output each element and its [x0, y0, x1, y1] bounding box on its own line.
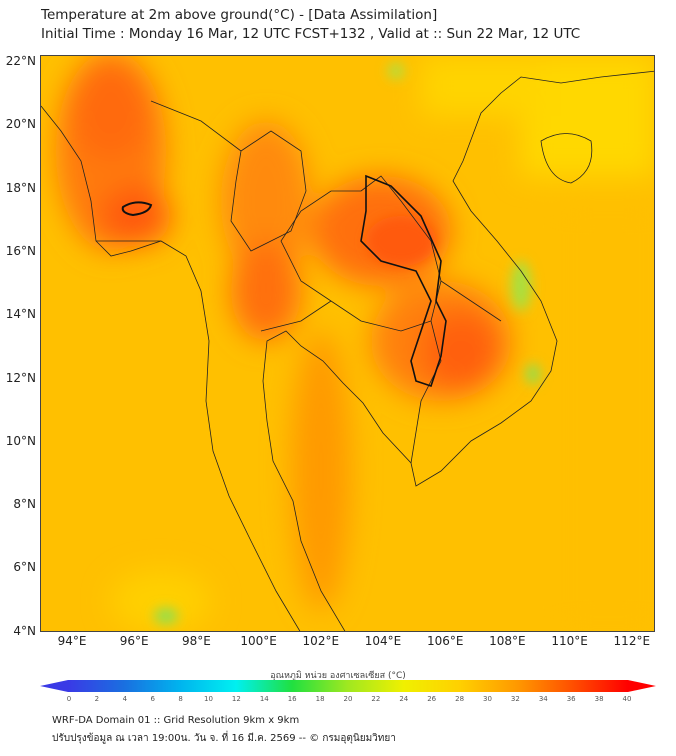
lat-tick-label: 16°N	[5, 243, 36, 258]
footer-update-info: ปรับปรุงข้อมูล ณ เวลา 19:00น. วัน จ. ที่…	[52, 733, 396, 744]
lat-tick-label: 20°N	[5, 117, 36, 132]
footer-model-info: WRF-DA Domain 01 :: Grid Resolution 9km …	[52, 715, 300, 726]
colorbar-tick-label: 16	[287, 695, 297, 703]
lon-tick-label: 110°E	[551, 634, 588, 648]
map-subtitle: Initial Time : Monday 16 Mar, 12 UTC FCS…	[41, 26, 581, 42]
colorbar-tick-label: 30	[483, 695, 492, 703]
colorbar-tick-label: 38	[594, 695, 604, 703]
colorbar-tick-label: 40	[622, 695, 632, 703]
colorbar-tick-label: 28	[455, 695, 465, 703]
colorbar-tick-label: 12	[231, 695, 241, 703]
colorbar-tick-label: 32	[510, 695, 520, 703]
lat-tick-label: 6°N	[13, 560, 36, 575]
colorbar-tick-label: 6	[150, 695, 155, 703]
lon-tick-label: 112°E	[613, 634, 651, 648]
temperature-field	[41, 56, 654, 631]
colorbar-tick-label: 22	[371, 695, 381, 703]
lon-tick-label: 102°E	[302, 634, 340, 648]
colorbar-tick-label: 0	[66, 695, 72, 703]
lat-tick-label: 18°N	[5, 180, 36, 195]
colorbar-tick-label: 36	[566, 695, 576, 703]
lon-tick-label: 104°E	[364, 634, 402, 648]
colorbar-tick-label: 34	[538, 695, 548, 703]
colorbar-tick-label: 24	[399, 695, 409, 703]
colorbar-tick-label: 2	[94, 695, 100, 703]
colorbar-tick-label: 10	[204, 695, 213, 703]
lon-tick-label: 94°E	[57, 634, 87, 648]
colorbar-tick-label: 26	[427, 695, 437, 703]
colorbar-tick-label: 20	[343, 695, 353, 703]
lon-tick-label: 108°E	[489, 634, 526, 648]
colorbar-tick-label: 18	[315, 695, 325, 703]
lat-tick-label: 22°N	[5, 54, 36, 68]
colorbar-tick-label: 14	[259, 695, 269, 703]
lon-tick-label: 100°E	[240, 634, 277, 648]
lon-tick-label: 98°E	[181, 634, 211, 648]
lat-tick-label: 12°N	[5, 370, 36, 385]
colorbar-tick-label: 4	[122, 695, 128, 703]
colorbar-label: อุณหภูมิ หน่วย องศาเซลเซียส (°C)	[270, 671, 406, 681]
lat-tick-label: 8°N	[13, 497, 36, 512]
lon-tick-label: 96°E	[119, 634, 149, 648]
temperature-map[interactable]	[40, 55, 655, 632]
contour-40c	[121, 201, 153, 217]
colorbar-tick-label: 8	[178, 695, 183, 703]
lon-tick-label: 106°E	[426, 634, 464, 648]
map-title: Temperature at 2m above ground(°C) - [Da…	[41, 7, 438, 23]
lat-tick-label: 4°N	[13, 623, 36, 638]
colorbar	[40, 680, 656, 692]
lat-tick-label: 10°N	[5, 433, 36, 448]
lat-tick-label: 14°N	[5, 307, 36, 322]
